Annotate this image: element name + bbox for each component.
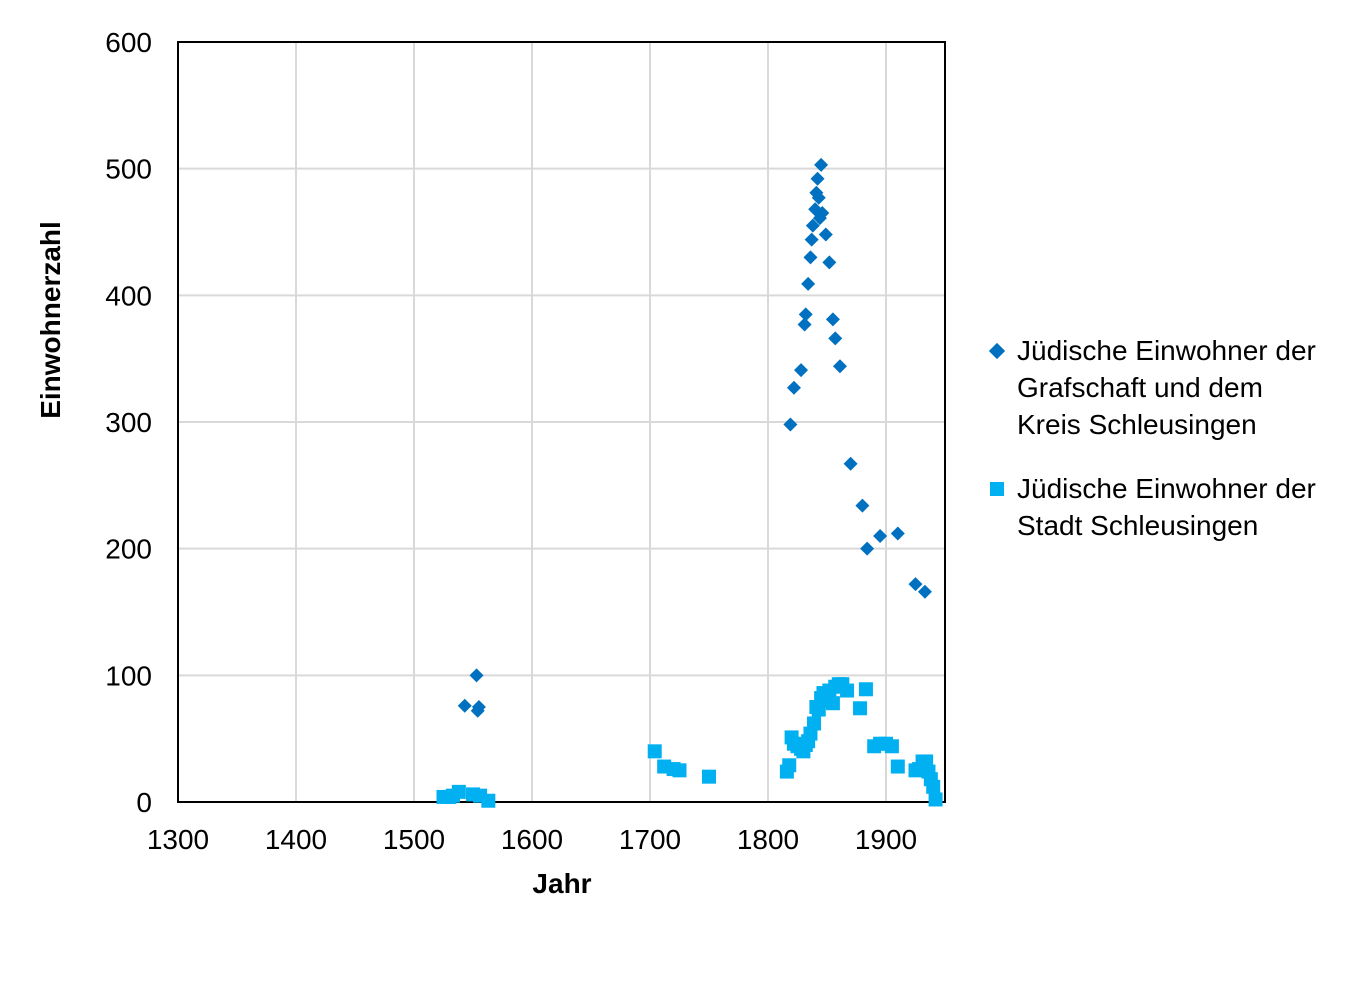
square-point-10 [672,763,687,778]
diamond-point-20 [818,227,833,242]
diamond-point-1 [469,668,484,683]
diamond-point-19 [815,206,830,220]
diamond-point-12 [805,218,820,233]
diamond-point-27 [860,541,875,556]
square-marker-icon [990,482,1004,496]
square-point-40 [890,759,905,774]
square-point-22 [807,716,822,731]
legend: Jüdische Einwohner der Grafschaft und de… [988,332,1335,571]
square-point-3 [451,784,466,799]
y-tick-label-100: 100 [105,660,152,691]
x-tick-label-1500: 1500 [383,824,445,855]
diamond-point-24 [832,359,847,374]
plot-area-frame [177,41,946,803]
diamond-point-5 [786,380,801,395]
y-tick-label-200: 200 [105,534,152,565]
y-axis-tick-labels: 0 100 200 300 400 500 600 [105,27,152,818]
diamond-point-6 [794,363,809,378]
square-point-48 [928,792,943,807]
diamond-point-28 [873,529,888,543]
y-tick-label-600: 600 [105,27,152,58]
diamond-point-30 [908,577,923,592]
diamond-point-4 [783,417,798,432]
y-tick-label-500: 500 [105,154,152,185]
diamond-point-25 [843,456,858,471]
square-point-39 [884,739,899,754]
x-tick-label-1600: 1600 [501,824,563,855]
y-tick-label-300: 300 [105,407,152,438]
legend-item-stadt: Jüdische Einwohner der Stadt Schleusinge… [990,470,1335,544]
square-point-13 [782,758,797,773]
series-1 [457,157,932,718]
diamond-point-15 [810,171,825,186]
square-point-29 [825,696,840,711]
x-tick-label-1800: 1800 [737,824,799,855]
square-point-47 [926,779,941,794]
diamond-point-8 [798,307,813,322]
diamond-point-31 [917,584,932,599]
diamond-point-16 [811,190,826,205]
data-points [436,157,943,808]
diamond-point-3 [471,700,486,714]
x-axis-tick-labels: 1300 1400 1500 1600 1700 1800 1900 [147,824,917,855]
diamond-point-26 [855,498,870,513]
diamond-point-9 [801,276,816,291]
square-point-7 [647,744,662,759]
diamond-point-23 [828,331,843,346]
diamond-marker-icon [988,342,1006,360]
diamond-point-21 [822,255,837,270]
square-point-33 [840,683,855,698]
diamond-point-22 [825,312,840,327]
square-point-11 [702,769,716,784]
diamond-point-10 [803,250,818,265]
legend-item-grafschaft: Jüdische Einwohner der Grafschaft und de… [988,332,1335,443]
y-axis-title: Einwohnerzahl [35,221,66,419]
x-tick-label-1900: 1900 [855,824,917,855]
y-tick-label-400: 400 [105,280,152,311]
diamond-point-11 [804,232,819,247]
square-point-6 [481,793,496,808]
diamond-point-0 [457,698,472,713]
square-point-35 [858,682,873,697]
x-tick-label-1700: 1700 [619,824,681,855]
y-tick-label-0: 0 [136,787,152,818]
legend-label-grafschaft: Jüdische Einwohner der Grafschaft und de… [1017,335,1316,440]
x-tick-label-1400: 1400 [265,824,327,855]
series-2 [436,677,943,808]
diamond-point-7 [797,317,812,332]
x-tick-label-1300: 1300 [147,824,209,855]
legend-label-stadt: Jüdische Einwohner der Stadt Schleusinge… [1017,473,1316,541]
diamond-point-18 [814,157,829,172]
x-axis-title: Jahr [532,868,591,899]
square-point-34 [853,701,868,716]
diamond-point-29 [890,526,905,541]
